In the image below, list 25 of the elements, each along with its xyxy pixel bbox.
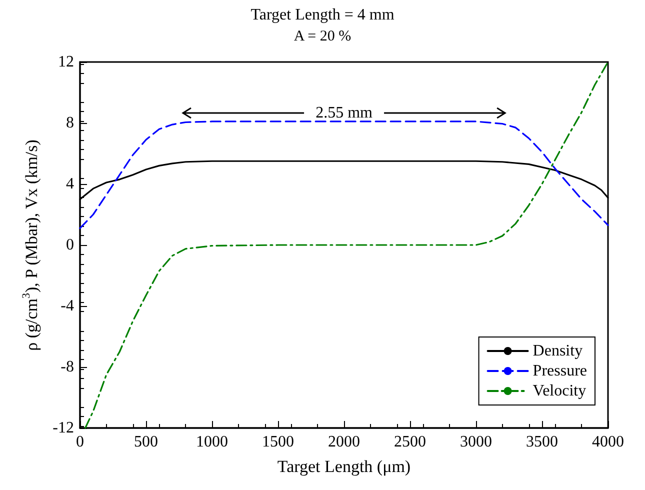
x-tick-label: 500 (134, 434, 158, 450)
legend-label: Density (532, 342, 583, 360)
line-series (79, 120, 609, 230)
x-tick-label: 1500 (262, 434, 294, 450)
x-tick-label: 3500 (526, 434, 558, 450)
y-tick-label: 12 (58, 54, 74, 70)
x-axis-title: Target Length (μm) (277, 457, 411, 476)
y-tick-label: -4 (60, 298, 74, 314)
y-tick-label: 4 (66, 176, 74, 192)
x-tick-label: 1000 (196, 434, 228, 450)
line-series (84, 61, 609, 429)
chart-subtitle: A = 20 % (294, 28, 352, 44)
y-tick-label: 0 (66, 236, 74, 254)
annotation: 2.55 mm (316, 104, 373, 122)
x-tick-label: 4000 (592, 434, 624, 450)
y-tick-label: 8 (66, 114, 74, 132)
x-tick-label: 2500 (394, 434, 426, 450)
y-tick-label: -12 (52, 420, 74, 436)
legend-label: Velocity (532, 382, 586, 400)
x-tick-label: 3000 (460, 434, 492, 450)
x-tick-label: 2000 (328, 434, 360, 450)
y-tick-label: -8 (60, 358, 74, 376)
legend-label: Pressure (532, 362, 588, 380)
y-axis-title: ρ (g/cm3), P (Mbar), Vx (km/s) (20, 140, 41, 351)
chart-title: Target Length = 4 mm (250, 6, 395, 24)
